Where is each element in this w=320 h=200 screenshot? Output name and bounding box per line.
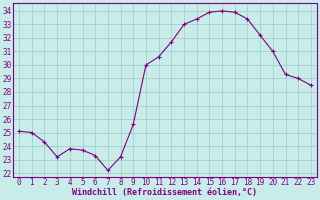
X-axis label: Windchill (Refroidissement éolien,°C): Windchill (Refroidissement éolien,°C): [72, 188, 258, 197]
